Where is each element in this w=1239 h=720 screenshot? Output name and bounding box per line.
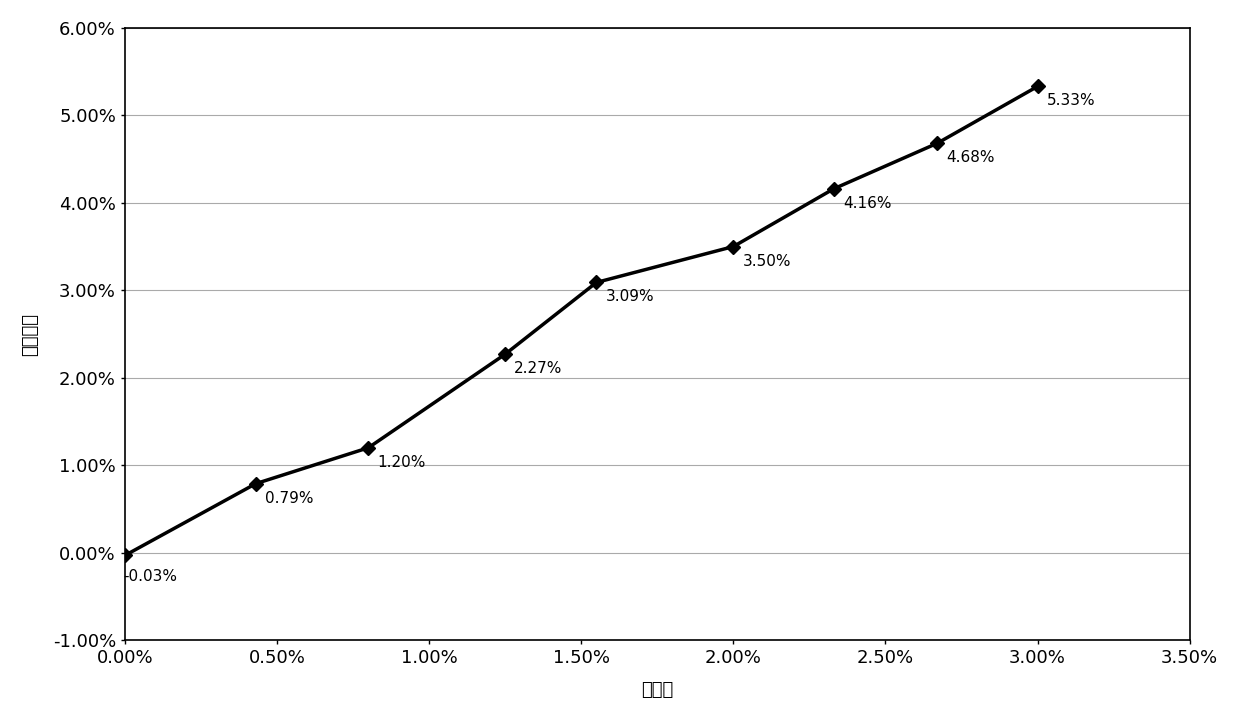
Text: 5.33%: 5.33% (1047, 94, 1095, 109)
X-axis label: 盐含量: 盐含量 (641, 681, 674, 699)
Text: 4.68%: 4.68% (947, 150, 995, 166)
Text: 1.20%: 1.20% (378, 455, 426, 469)
Text: 2.27%: 2.27% (514, 361, 563, 376)
Text: 3.09%: 3.09% (606, 289, 654, 305)
Text: 0.79%: 0.79% (265, 490, 313, 505)
Y-axis label: 质量误差: 质量误差 (21, 312, 38, 356)
Text: 3.50%: 3.50% (742, 253, 790, 269)
Text: -0.03%: -0.03% (124, 569, 177, 583)
Text: 4.16%: 4.16% (843, 196, 891, 211)
